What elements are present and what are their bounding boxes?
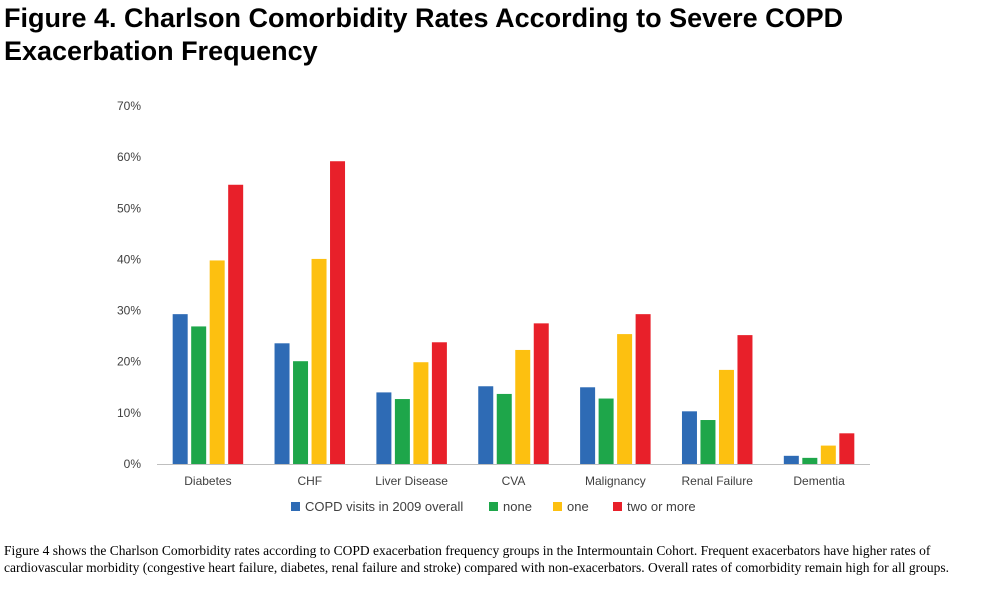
bar [598,398,614,464]
bar [802,457,818,464]
y-tick-label: 50% [117,201,141,215]
bar [700,420,716,464]
x-tick-label: CHF [297,474,322,488]
legend-label: two or more [627,499,696,514]
bar-group [681,335,753,464]
bar-group [783,433,855,464]
bar [413,362,429,464]
x-tick-label: Liver Disease [375,474,448,488]
figure-caption: Figure 4 shows the Charlson Comorbidity … [4,543,950,575]
bar-group [376,342,447,464]
legend-item: one [553,499,589,514]
legend-swatch [291,502,300,511]
bar-group [580,314,651,464]
y-tick-label: 30% [117,304,141,318]
chart-legend: COPD visits in 2009 overall none one two or… [291,499,696,514]
legend-item: two or more [613,499,696,514]
x-tick-label: CVA [502,474,526,488]
y-tick-label: 20% [117,355,141,369]
bar [635,314,651,464]
y-tick-label: 60% [117,150,141,164]
bar [839,433,855,464]
bar [228,184,244,464]
bar [496,393,512,464]
x-tick-label: Diabetes [184,474,231,488]
bar-group [274,161,346,464]
x-tick-label: Malignancy [585,474,646,488]
y-axis-ticks: 0% 10% 20% 30% 40% 50% 60% 70% [117,99,141,471]
comorbidity-bar-chart: 0% 10% 20% 30% 40% 50% 60% 70% Diabetes CHF Liver… [117,99,870,514]
legend-swatch [489,502,498,511]
bar-group [172,184,244,464]
y-tick-label: 0% [124,457,142,471]
legend-label: COPD visits in 2009 overall [305,499,463,514]
bar [431,342,447,464]
legend-swatch [613,502,622,511]
bar [617,334,633,464]
x-tick-label: Dementia [793,474,845,488]
bar [274,343,290,464]
x-axis-category-labels: Diabetes CHF Liver Disease CVA Malignancy Ren… [184,474,845,488]
bar [681,411,697,464]
y-tick-label: 40% [117,252,141,266]
x-tick-label: Renal Failure [682,474,754,488]
bar [580,387,596,464]
figure-title-line-1: Figure 4. Charlson Comorbidity Rates Acc… [4,3,844,33]
bar [376,392,392,464]
bar [394,399,410,464]
bar [718,369,734,464]
bar [783,455,799,464]
legend-swatch [553,502,562,511]
bar [820,445,836,464]
bar [172,314,188,464]
bar [191,326,207,464]
legend-label: one [567,499,589,514]
bar [311,258,327,464]
legend-label: none [503,499,532,514]
bar-group [478,323,549,464]
figure-title-line-2: Exacerbation Frequency [4,36,318,66]
legend-item: none [489,499,532,514]
bar [330,161,346,464]
bar [478,386,494,464]
bar-groups [172,161,855,464]
y-tick-label: 70% [117,99,141,113]
bar [737,335,753,464]
figure-title: Figure 4. Charlson Comorbidity Rates Acc… [4,2,994,68]
bar [515,349,531,464]
y-tick-label: 10% [117,406,141,420]
legend-item: COPD visits in 2009 overall [291,499,463,514]
bar [293,361,309,464]
bar [533,323,549,464]
bar [209,260,225,464]
